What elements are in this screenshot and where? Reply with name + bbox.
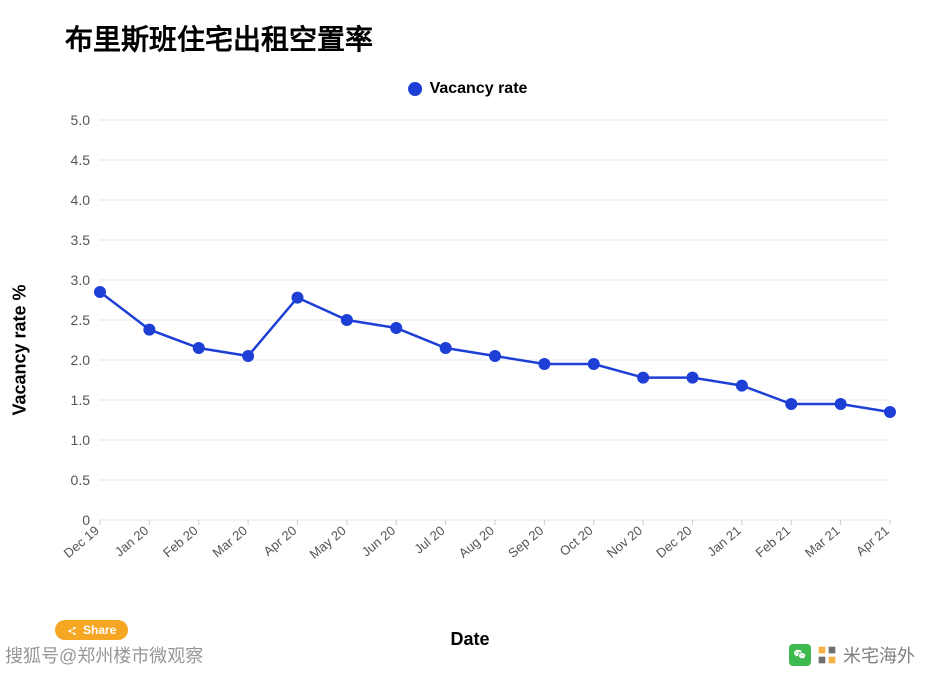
- svg-text:3.0: 3.0: [71, 272, 91, 288]
- svg-text:4.0: 4.0: [71, 192, 91, 208]
- svg-text:Jan 21: Jan 21: [704, 523, 744, 560]
- svg-text:Feb 20: Feb 20: [160, 523, 201, 561]
- share-icon: [67, 625, 77, 635]
- svg-text:Jul 20: Jul 20: [411, 523, 447, 557]
- svg-text:1.5: 1.5: [71, 392, 91, 408]
- legend-label: Vacancy rate: [430, 80, 528, 98]
- svg-text:2.5: 2.5: [71, 312, 91, 328]
- svg-text:2.0: 2.0: [71, 352, 91, 368]
- svg-text:Apr 20: Apr 20: [260, 523, 299, 559]
- svg-text:Aug 20: Aug 20: [456, 523, 497, 561]
- legend: Vacancy rate: [408, 80, 528, 98]
- svg-text:Dec 19: Dec 19: [61, 523, 102, 561]
- watermark-brand-text: 米宅海外: [843, 642, 915, 668]
- svg-text:Feb 21: Feb 21: [753, 523, 794, 561]
- line-chart-svg: 00.51.01.52.02.53.03.54.04.55.0Dec 19Jan…: [30, 100, 910, 600]
- svg-text:Mar 21: Mar 21: [802, 523, 843, 561]
- svg-text:Apr 21: Apr 21: [853, 523, 892, 559]
- share-button-label: Share: [83, 623, 116, 637]
- svg-text:Jan 20: Jan 20: [112, 523, 152, 560]
- svg-text:Nov 20: Nov 20: [604, 523, 645, 561]
- y-axis-label: Vacancy rate %: [10, 284, 31, 415]
- svg-text:May 20: May 20: [306, 523, 348, 562]
- svg-text:Dec 20: Dec 20: [653, 523, 694, 561]
- svg-text:5.0: 5.0: [71, 112, 91, 128]
- watermark-brand: 米宅海外: [789, 642, 915, 668]
- svg-text:Jun 20: Jun 20: [359, 523, 399, 560]
- chart-title: 布里斯班住宅出租空置率: [65, 18, 373, 58]
- svg-text:3.5: 3.5: [71, 232, 91, 248]
- svg-text:Sep 20: Sep 20: [505, 523, 546, 561]
- svg-text:Oct 20: Oct 20: [557, 523, 596, 559]
- legend-marker: [408, 82, 422, 96]
- x-axis-label: Date: [450, 629, 489, 650]
- svg-text:0.5: 0.5: [71, 472, 91, 488]
- wechat-icon: [789, 644, 811, 666]
- share-button[interactable]: Share: [55, 620, 128, 640]
- svg-text:4.5: 4.5: [71, 152, 91, 168]
- svg-text:1.0: 1.0: [71, 432, 91, 448]
- brand-logo-icon: [817, 645, 837, 665]
- watermark-source: 搜狐号@郑州楼市微观察: [5, 642, 203, 668]
- chart-area: Vacancy rate % 00.51.01.52.02.53.03.54.0…: [30, 100, 910, 600]
- svg-text:Mar 20: Mar 20: [209, 523, 250, 561]
